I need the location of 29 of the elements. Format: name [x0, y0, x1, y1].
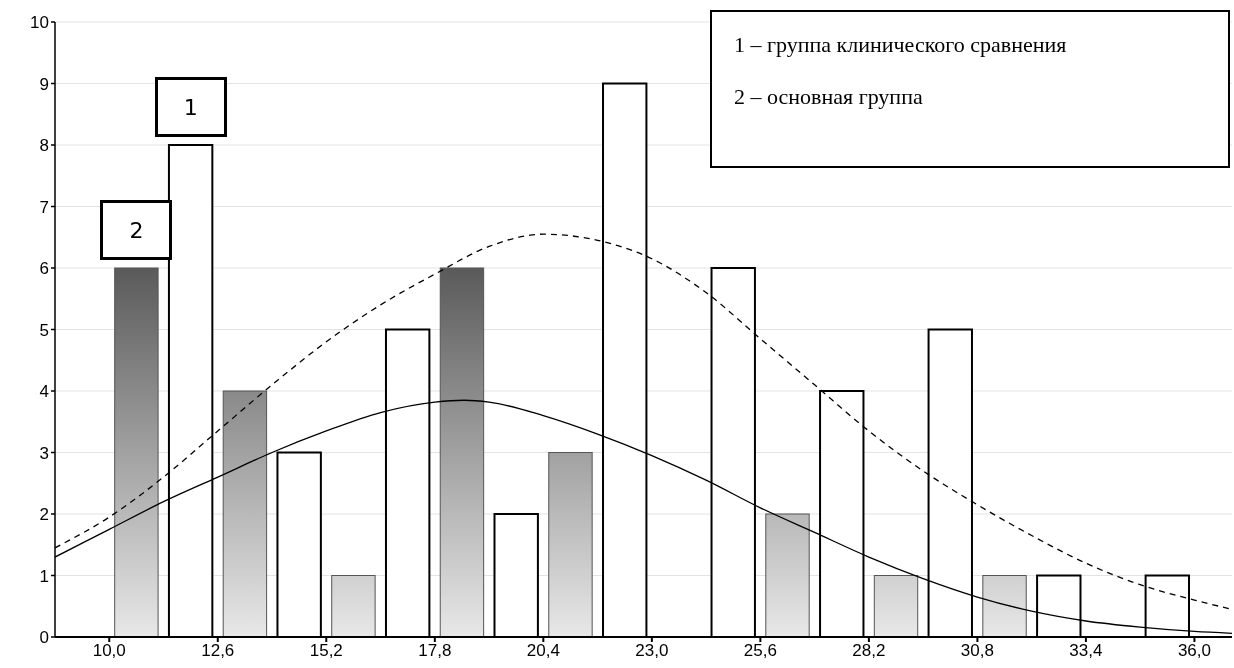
- x-tick-label: 33,4: [1069, 641, 1103, 661]
- y-tick-label: 3: [39, 443, 49, 463]
- y-tick-label: 10: [30, 13, 49, 33]
- x-tick-label: 20,4: [526, 641, 560, 661]
- x-tick-label: 23,0: [635, 641, 669, 661]
- y-tick-label: 9: [39, 74, 49, 94]
- y-tick-label: 4: [39, 382, 49, 402]
- y-tick-label: 7: [39, 197, 49, 217]
- y-tick-label: 0: [39, 628, 49, 648]
- x-tick-label: 15,2: [309, 641, 343, 661]
- x-tick-label: 28,2: [852, 641, 886, 661]
- series-label: 1: [183, 94, 198, 120]
- x-tick-label: 36,0: [1177, 641, 1211, 661]
- x-tick-label: 25,6: [743, 641, 777, 661]
- legend-box: 1 – группа клинического сравнения 2 – основная группа: [710, 10, 1230, 168]
- x-tick-label: 30,8: [960, 641, 994, 661]
- x-tick-label: 10,0: [92, 641, 126, 661]
- y-tick-label: 2: [39, 505, 49, 525]
- x-tick-label: 17,8: [418, 641, 452, 661]
- y-tick-label: 5: [39, 320, 49, 340]
- y-tick-label: 8: [39, 136, 49, 156]
- series-label: 2: [129, 217, 144, 243]
- label-box: 2: [100, 200, 173, 260]
- annotation: 1 – группа клинического сравнения: [734, 32, 1068, 58]
- y-tick-label: 6: [39, 259, 49, 279]
- y-tick-label: 1: [39, 566, 49, 586]
- label-box: 1: [154, 77, 227, 137]
- annotation: 2 – основная группа: [734, 84, 924, 110]
- x-tick-label: 12,6: [201, 641, 235, 661]
